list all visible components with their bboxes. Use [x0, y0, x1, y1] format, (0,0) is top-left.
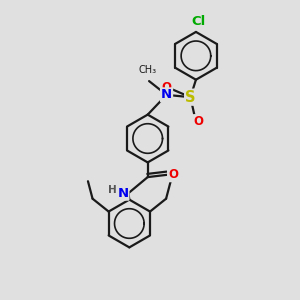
Text: N: N — [117, 187, 128, 200]
Text: O: O — [168, 168, 178, 181]
Text: O: O — [194, 115, 204, 128]
Text: O: O — [161, 81, 172, 94]
Text: H: H — [108, 184, 117, 194]
Text: N: N — [161, 88, 172, 101]
Text: CH₃: CH₃ — [138, 65, 156, 75]
Text: S: S — [185, 90, 196, 105]
Text: Cl: Cl — [191, 15, 206, 28]
